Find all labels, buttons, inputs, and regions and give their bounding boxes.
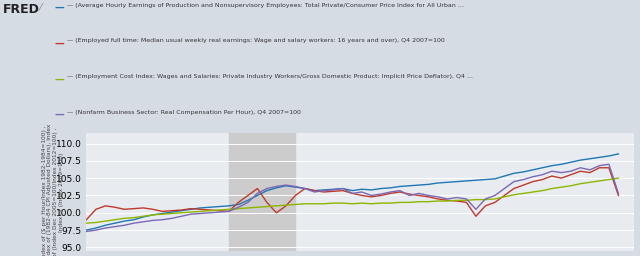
Bar xyxy=(229,133,296,251)
Text: ⁄: ⁄ xyxy=(40,3,42,13)
Text: — (Average Hourly Earnings of Production and Nonsupervisory Employees: Total Pri: — (Average Hourly Earnings of Production… xyxy=(67,3,464,8)
Text: — (Employment Cost Index: Wages and Salaries: Private Industry Workers/Gross Dom: — (Employment Cost Index: Wages and Sala… xyxy=(67,74,473,79)
Y-axis label: Index of ($ per Hour/Index 1982-1984=100) ,
Index of (1982-84 CPI Adjusted Dolla: Index of ($ per Hour/Index 1982-1984=100… xyxy=(42,124,64,256)
Text: —: — xyxy=(54,3,64,13)
Text: — (Nonfarm Business Sector: Real Compensation Per Hour), Q4 2007=100: — (Nonfarm Business Sector: Real Compens… xyxy=(67,110,301,115)
Text: —: — xyxy=(54,110,64,120)
Text: —: — xyxy=(54,74,64,84)
Text: —: — xyxy=(54,38,64,48)
Text: FRED: FRED xyxy=(3,3,40,16)
Text: — (Employed full time: Median usual weekly real earnings: Wage and salary worker: — (Employed full time: Median usual week… xyxy=(67,38,445,44)
